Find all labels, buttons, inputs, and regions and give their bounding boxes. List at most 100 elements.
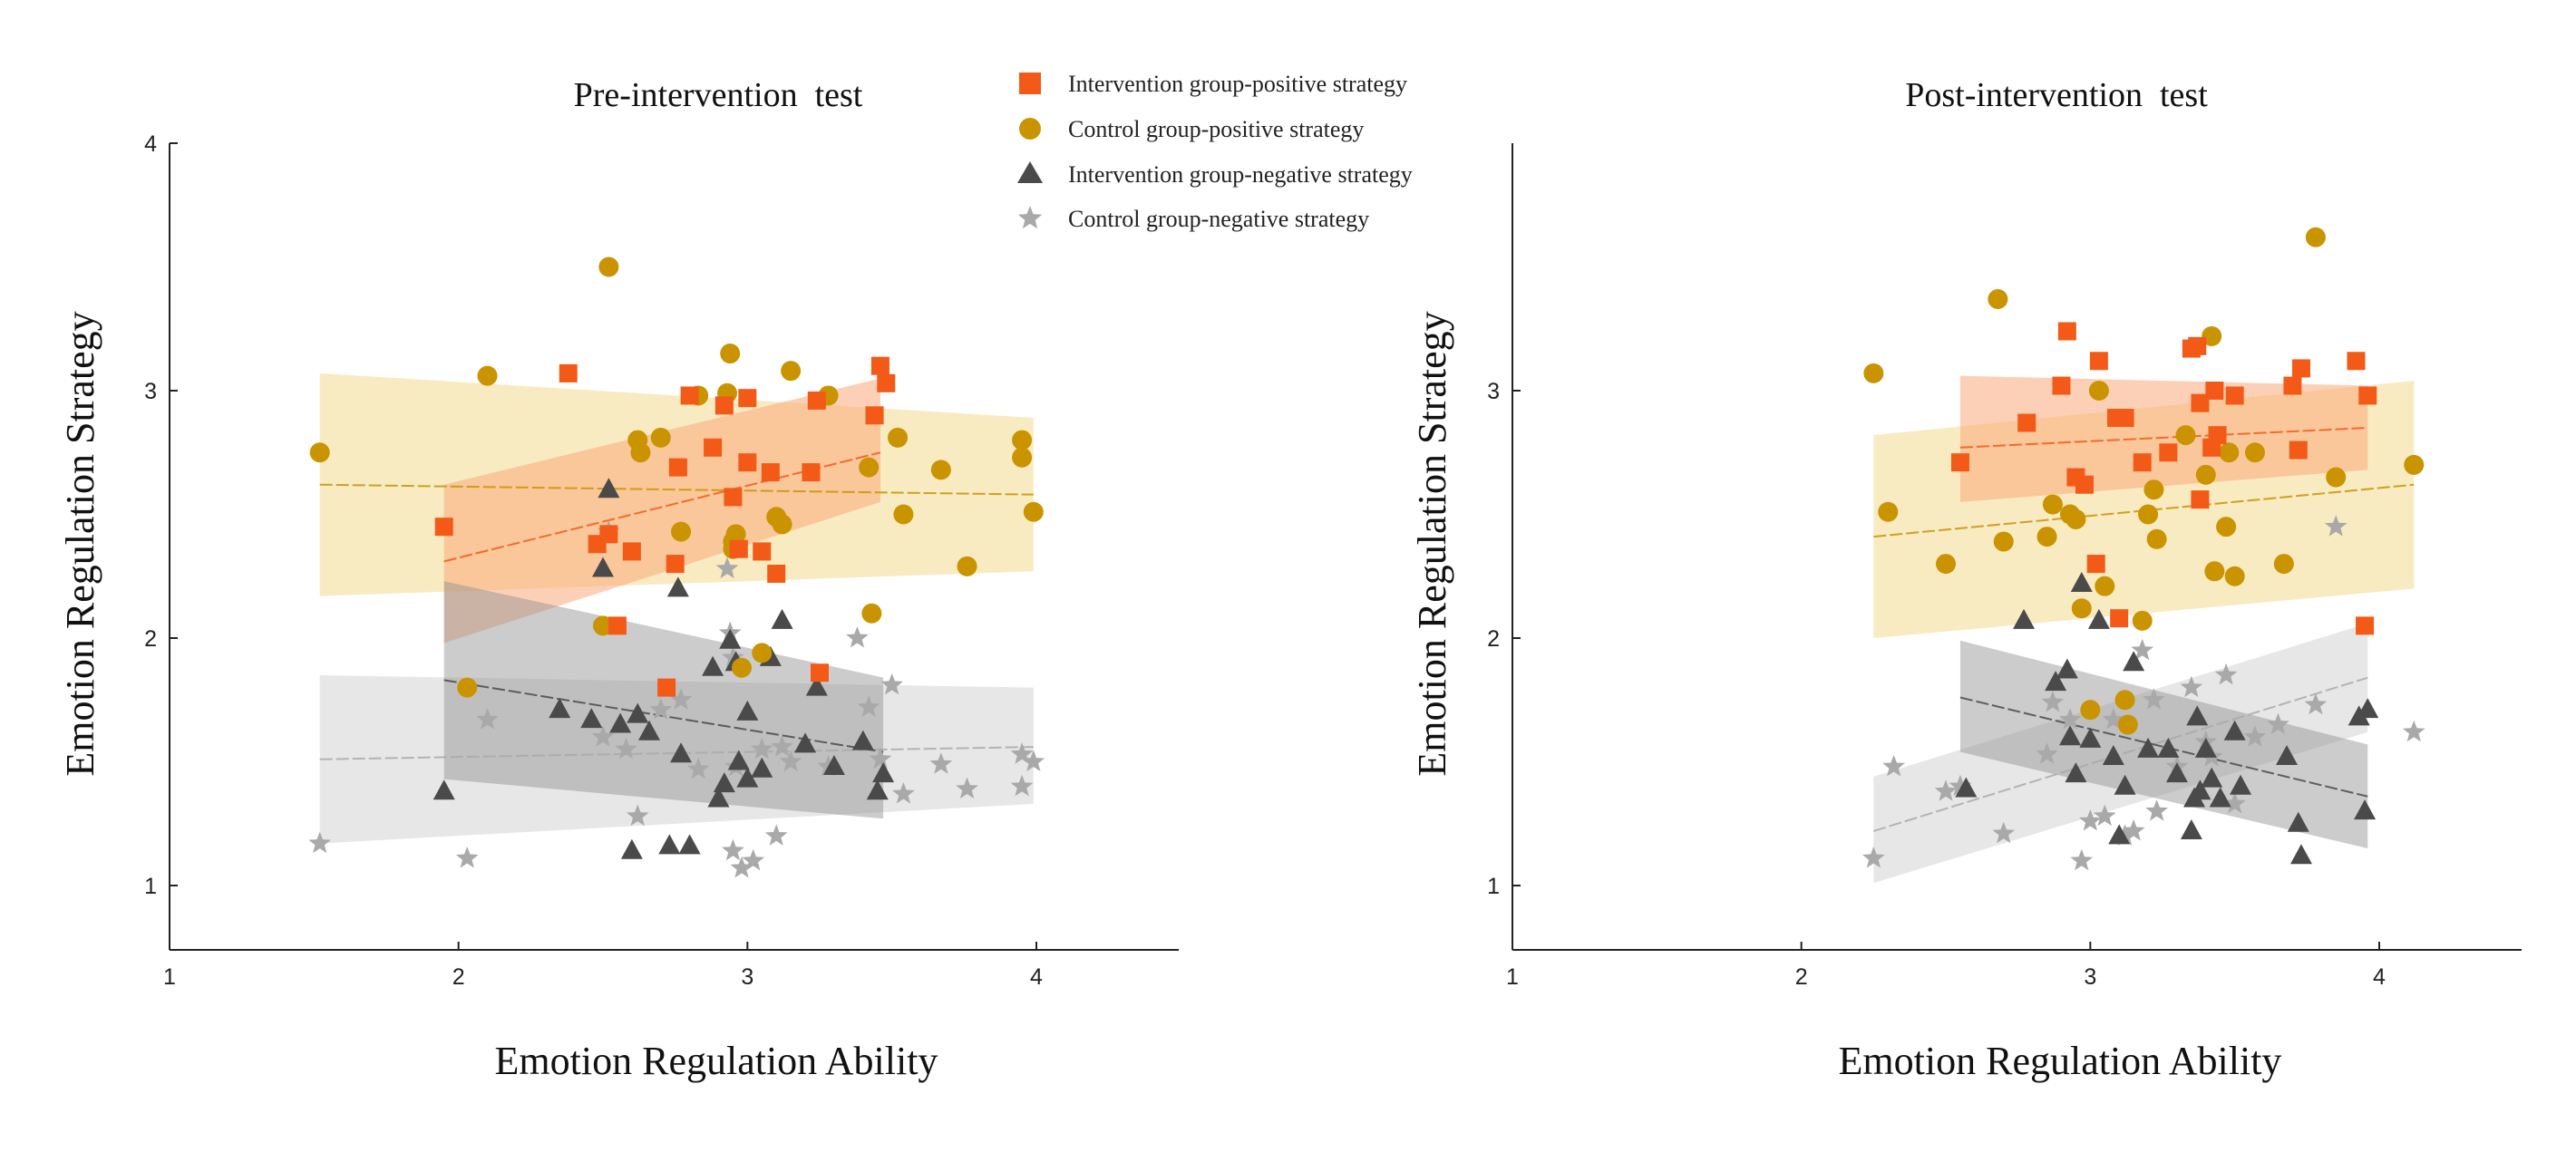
point-intervention-negative xyxy=(2289,844,2312,865)
point-control-negative xyxy=(1949,774,1972,797)
y-tick-label: 2 xyxy=(144,626,157,652)
legend-marker-intervention-negative xyxy=(1017,161,1043,183)
point-intervention-positive xyxy=(668,458,687,477)
point-control-positive xyxy=(630,442,651,463)
point-control-negative xyxy=(880,673,903,695)
y-tick-label: 3 xyxy=(144,379,157,404)
point-intervention-positive xyxy=(2075,475,2094,494)
point-intervention-negative xyxy=(670,742,693,763)
ylabel-pre: Emotion Regulation Strategy xyxy=(58,311,102,776)
point-intervention-negative xyxy=(678,834,701,855)
point-intervention-negative xyxy=(2079,727,2102,748)
point-intervention-negative xyxy=(549,698,571,719)
point-intervention-positive xyxy=(608,616,627,635)
point-intervention-negative xyxy=(2056,658,2078,679)
point-control-negative xyxy=(2145,799,2168,821)
point-control-positive xyxy=(2404,454,2425,475)
x-tick-label: 4 xyxy=(2373,964,2386,990)
point-control-negative xyxy=(308,831,332,854)
point-intervention-negative xyxy=(2165,762,2188,783)
point-intervention-negative xyxy=(719,628,742,649)
point-control-negative xyxy=(2058,708,2082,730)
point-control-negative xyxy=(2041,691,2065,712)
point-control-positive xyxy=(752,643,773,663)
point-control-positive xyxy=(731,657,752,678)
point-intervention-positive xyxy=(2159,443,2178,462)
point-control-negative xyxy=(2102,708,2125,730)
y-tick-label: 3 xyxy=(1487,379,1500,404)
point-control-positive xyxy=(2219,442,2240,463)
point-intervention-negative xyxy=(666,576,689,597)
point-intervention-negative xyxy=(2223,720,2246,741)
fit-line-control-positive xyxy=(319,483,1034,496)
point-intervention-negative xyxy=(2354,799,2377,820)
point-control-positive xyxy=(2117,714,2138,735)
point-control-positive xyxy=(2088,381,2109,401)
point-intervention-negative xyxy=(598,478,620,499)
point-intervention-negative xyxy=(2189,779,2211,800)
point-intervention-positive xyxy=(2347,352,2366,371)
point-control-negative xyxy=(750,737,773,760)
point-control-negative xyxy=(1022,750,1045,771)
point-intervention-negative xyxy=(2157,737,2180,758)
point-control-negative xyxy=(476,708,499,730)
point-intervention-positive xyxy=(2358,386,2377,405)
legend-label-intervention-positive: Intervention group-positive strategy xyxy=(1068,71,1407,97)
point-control-negative xyxy=(686,757,710,779)
point-control-negative xyxy=(626,804,649,827)
point-control-positive xyxy=(2224,566,2245,586)
point-control-positive xyxy=(2095,576,2115,596)
point-intervention-negative xyxy=(2357,698,2379,719)
y-tick-label: 4 xyxy=(144,131,157,157)
point-control-positive xyxy=(457,677,478,698)
point-control-negative xyxy=(1934,779,1958,801)
point-intervention-negative xyxy=(2087,608,2110,629)
fit-line-intervention-positive xyxy=(1959,426,2368,449)
point-control-positive xyxy=(1012,430,1033,450)
point-control-positive xyxy=(2114,690,2135,711)
point-control-positive xyxy=(2175,425,2196,446)
point-intervention-negative xyxy=(2065,762,2087,783)
point-intervention-positive xyxy=(761,463,780,482)
point-control-positive xyxy=(2080,700,2101,721)
point-control-positive xyxy=(861,603,882,624)
point-control-positive xyxy=(772,514,792,535)
point-control-negative xyxy=(1010,774,1034,797)
point-control-negative xyxy=(846,626,869,648)
ci-band-intervention-positive xyxy=(443,378,880,644)
point-control-positive xyxy=(598,257,619,277)
y-tick-label: 1 xyxy=(144,874,157,899)
point-intervention-positive xyxy=(738,453,757,472)
point-control-positive xyxy=(2146,528,2167,549)
point-intervention-negative xyxy=(637,720,660,741)
point-control-positive xyxy=(2204,561,2225,582)
legend-label-intervention-negative: Intervention group-negative strategy xyxy=(1068,161,1413,188)
point-control-positive xyxy=(893,504,914,525)
point-intervention-positive xyxy=(2191,393,2210,412)
point-control-negative xyxy=(2079,809,2102,831)
point-intervention-positive xyxy=(865,406,884,425)
point-control-positive xyxy=(2202,325,2222,346)
point-control-positive xyxy=(1936,554,1956,575)
point-intervention-positive xyxy=(2208,426,2227,445)
point-control-negative xyxy=(2214,663,2238,685)
point-control-negative xyxy=(2122,818,2145,841)
point-intervention-positive xyxy=(599,525,618,544)
point-control-negative xyxy=(455,847,479,868)
point-control-negative xyxy=(649,698,673,720)
point-control-positive xyxy=(2066,508,2086,529)
point-control-positive xyxy=(1878,501,1899,522)
legend-label-control-negative: Control group-negative strategy xyxy=(1068,206,1369,232)
point-intervention-negative xyxy=(2045,671,2067,692)
ylabel-post: Emotion Regulation Strategy xyxy=(1410,311,1454,776)
point-control-positive xyxy=(720,344,741,364)
point-intervention-negative xyxy=(851,730,874,750)
x-tick-label: 2 xyxy=(1795,964,1808,990)
point-intervention-negative xyxy=(702,655,724,676)
point-control-negative xyxy=(742,848,765,871)
point-intervention-negative xyxy=(580,708,603,729)
legend-marker-control-negative xyxy=(1017,206,1043,229)
point-intervention-positive xyxy=(2188,336,2207,355)
point-control-negative xyxy=(869,747,892,770)
point-control-negative xyxy=(722,838,744,861)
